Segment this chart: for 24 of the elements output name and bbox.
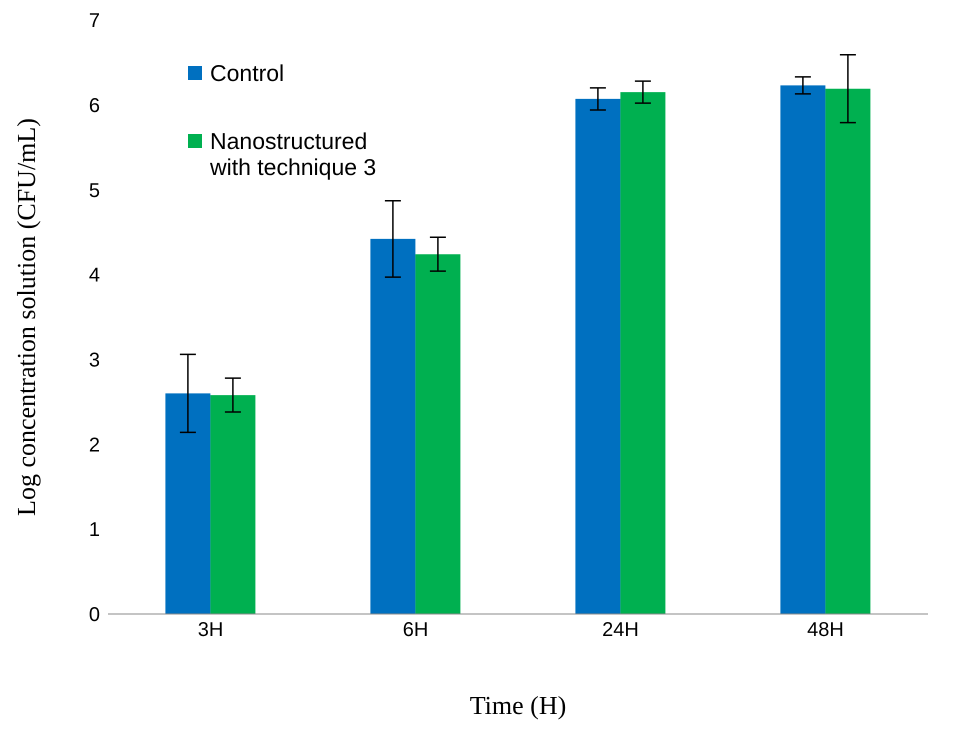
bar bbox=[165, 393, 210, 614]
bar bbox=[780, 85, 826, 614]
y-axis-title: Log concentration solution (CFU/mL) bbox=[12, 118, 42, 516]
bar bbox=[415, 254, 460, 614]
x-tick-label: 3H bbox=[198, 619, 224, 642]
x-tick-label: 6H bbox=[402, 619, 428, 642]
y-tick-label: 1 bbox=[88, 519, 100, 542]
y-tick-label: 0 bbox=[88, 604, 100, 626]
y-tick-label: 7 bbox=[88, 10, 100, 32]
bar bbox=[620, 92, 666, 614]
y-tick-label: 3 bbox=[88, 350, 100, 372]
y-tick-label: 5 bbox=[88, 180, 100, 202]
legend-label: Control bbox=[210, 60, 284, 86]
bar bbox=[370, 238, 416, 614]
x-tick-label: 48H bbox=[807, 619, 844, 642]
bar bbox=[210, 395, 256, 614]
y-tick-label: 2 bbox=[88, 434, 100, 456]
y-tick-label: 6 bbox=[88, 94, 100, 117]
legend-label: Nanostructured with technique 3 bbox=[210, 128, 378, 180]
y-tick-label: 4 bbox=[88, 264, 100, 287]
x-axis-title: Time (H) bbox=[470, 691, 566, 720]
x-tick-label: 24H bbox=[602, 619, 639, 642]
bar bbox=[825, 88, 870, 614]
bar bbox=[575, 98, 620, 614]
